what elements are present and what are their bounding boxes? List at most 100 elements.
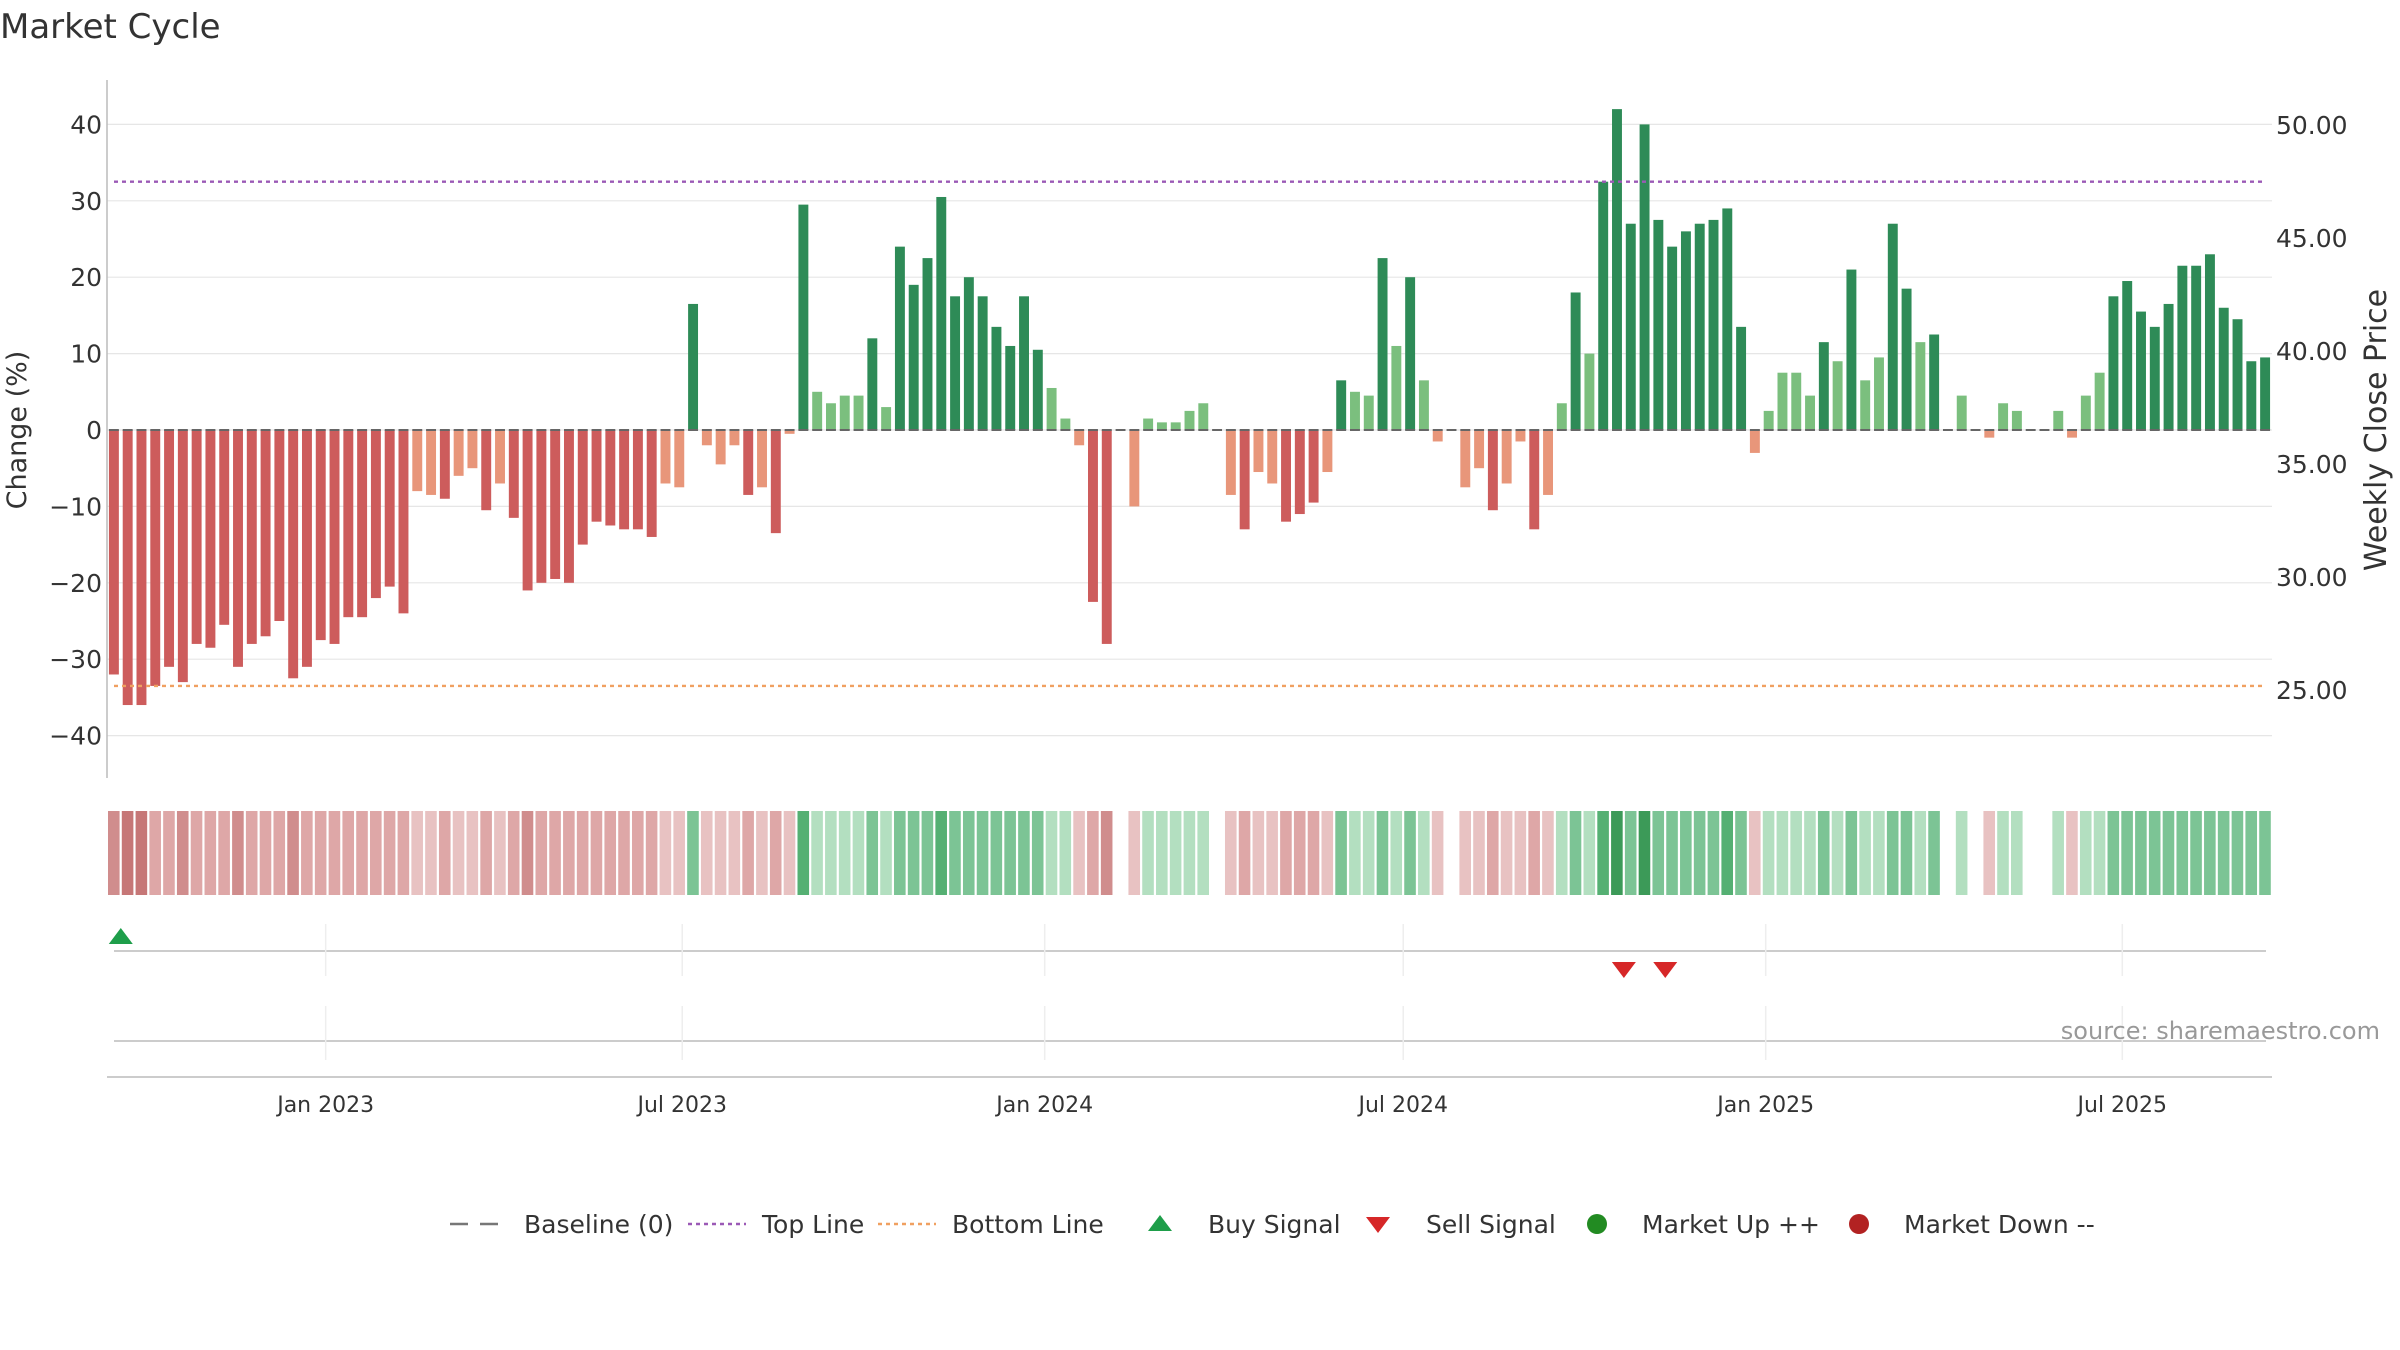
y2-tick-label: 50.00 [2276, 111, 2348, 140]
change-bar [757, 430, 767, 488]
heat-cell [990, 811, 1003, 895]
change-bar [1529, 430, 1540, 530]
legend-label: Bottom Line [952, 1210, 1104, 1239]
heat-cell [1693, 811, 1706, 895]
change-bar [991, 326, 1002, 430]
y2-axis-label: Weekly Close Price [2359, 289, 2394, 571]
change-bar [1088, 430, 1098, 602]
y-tick-label: 20 [70, 263, 102, 292]
x-tick-label: Jan 2023 [275, 1093, 374, 1118]
heat-cell [1376, 811, 1389, 895]
heat-cell [1349, 811, 1361, 895]
change-bar [412, 430, 423, 492]
change-bar [246, 430, 257, 644]
sell-signal-marker [1653, 962, 1678, 978]
change-bar [2218, 307, 2229, 430]
change-bar [2246, 361, 2257, 430]
change-bar [701, 430, 712, 446]
change-bar [1032, 349, 1043, 430]
change-bar [784, 430, 795, 434]
heat-cell [935, 811, 947, 895]
change-bar [1805, 395, 1816, 430]
change-bar [219, 430, 230, 625]
heat-cell [549, 811, 561, 895]
sell-signal-marker [1611, 962, 1636, 978]
change-bar [2122, 281, 2133, 430]
heat-cell [466, 811, 479, 895]
change-bar [481, 430, 492, 511]
x-tick-label: Jul 2025 [2076, 1093, 2168, 1118]
change-bar [1418, 380, 1429, 430]
heat-cell [176, 811, 189, 895]
legend-label: Market Up ++ [1642, 1210, 1820, 1239]
heat-cell [1100, 811, 1113, 895]
heat-cell [1335, 811, 1347, 895]
heat-cell [121, 811, 134, 895]
y2-tick-label: 35.00 [2276, 450, 2348, 479]
heat-cell [1004, 811, 1016, 895]
heat-cell [659, 811, 672, 895]
heat-cell [783, 811, 796, 895]
change-bar [1405, 277, 1416, 430]
y2-tick-label: 40.00 [2276, 337, 2348, 366]
change-bar [1060, 418, 1071, 430]
change-bar [2080, 395, 2091, 430]
change-bar [812, 391, 823, 430]
heat-cell [1707, 811, 1720, 895]
change-bar [922, 258, 933, 430]
legend-swatch [1148, 1215, 1172, 1231]
change-bar [522, 430, 533, 591]
change-bar [1501, 430, 1512, 484]
change-bar [674, 430, 685, 488]
change-bar [867, 338, 878, 430]
change-bar [660, 430, 671, 484]
change-bar [2136, 311, 2146, 430]
heat-cell [370, 811, 382, 895]
heat-cell [287, 811, 299, 895]
change-bar [398, 430, 409, 614]
heat-cell [687, 811, 699, 895]
change-bar [2094, 372, 2105, 430]
heat-cell [2217, 811, 2230, 895]
heat-cell [1238, 811, 1251, 895]
change-bar [1253, 430, 1264, 473]
change-bar [2204, 254, 2215, 430]
x-vertical-grid [324, 924, 2124, 1060]
heat-cell [1280, 811, 1292, 895]
change-bar [2067, 430, 2078, 438]
heat-cell [1900, 811, 1913, 895]
y2-axis-ticks: 50.00 45.00 40.00 35.00 30.00 25.00 [2276, 111, 2348, 705]
heat-cell [2231, 811, 2244, 895]
change-bar [1570, 292, 1581, 430]
change-bar [1556, 403, 1567, 430]
heat-cell [1817, 811, 1830, 895]
change-bar [894, 246, 905, 430]
change-bar [384, 430, 395, 587]
heat-cell [1555, 811, 1568, 895]
legend-label: Baseline (0) [524, 1210, 673, 1239]
intensity-heat-strip [108, 811, 2271, 895]
legend: Baseline (0) Top Line Bottom Line Buy Signa… [450, 1210, 2095, 1239]
change-bar [426, 430, 437, 495]
change-bar [274, 430, 285, 621]
change-bar [1350, 391, 1360, 430]
heat-cell [618, 811, 630, 895]
change-bar [1308, 430, 1319, 503]
heat-cell [2176, 811, 2189, 895]
heat-cell [190, 811, 203, 895]
heat-cell [1542, 811, 1554, 895]
heat-cell [2162, 811, 2175, 895]
heat-cell [1128, 811, 1141, 895]
y-tick-label: −30 [49, 645, 102, 674]
change-bar [1832, 361, 1843, 430]
heat-cell [1873, 811, 1885, 895]
heat-cell [411, 811, 423, 895]
change-bar [977, 296, 988, 430]
change-bar [1543, 430, 1553, 495]
heat-cell [2024, 811, 2037, 895]
change-bar [1046, 387, 1057, 430]
change-bar [233, 430, 243, 667]
heat-cell [521, 811, 534, 895]
heat-cell [149, 811, 161, 895]
